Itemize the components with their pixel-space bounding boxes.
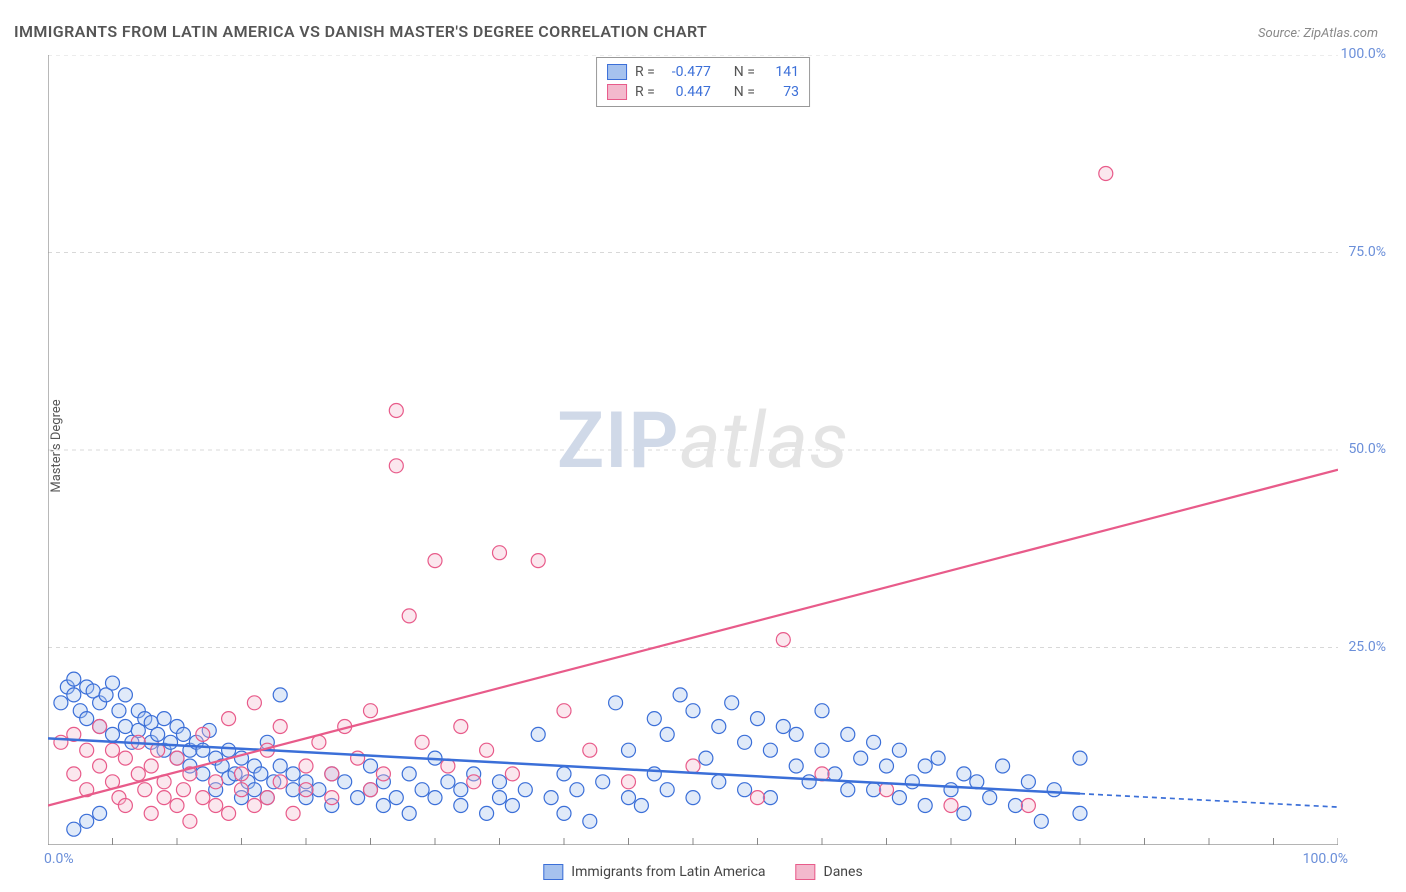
n-label: N =: [734, 84, 755, 100]
r-value: -0.477: [663, 64, 711, 80]
legend-row-danes: R = 0.447 N = 73: [607, 82, 799, 102]
legend-label: Immigrants from Latin America: [571, 864, 765, 880]
y-tick-label: 75.0%: [1348, 244, 1386, 260]
scatter-svg: [48, 55, 1338, 845]
source-name: ZipAtlas.com: [1303, 26, 1378, 41]
chart-plot-area: [48, 55, 1338, 845]
y-tick-label: 25.0%: [1348, 639, 1386, 655]
r-label: R =: [635, 84, 655, 100]
series-legend: Immigrants from Latin America Danes: [543, 864, 862, 880]
legend-swatch: [543, 864, 563, 880]
y-tick-label: 50.0%: [1348, 441, 1386, 457]
y-tick-label: 100.0%: [1341, 46, 1386, 62]
r-label: R =: [635, 64, 655, 80]
chart-title: IMMIGRANTS FROM LATIN AMERICA VS DANISH …: [14, 22, 707, 41]
n-value: 73: [763, 84, 799, 100]
r-value: 0.447: [663, 84, 711, 100]
legend-item-latin: Immigrants from Latin America: [543, 864, 765, 880]
n-value: 141: [763, 64, 799, 80]
source-attribution: Source: ZipAtlas.com: [1258, 26, 1378, 41]
legend-row-latin: R = -0.477 N = 141: [607, 62, 799, 82]
x-tick-label: 0.0%: [44, 851, 74, 867]
legend-swatch: [607, 64, 627, 80]
legend-item-danes: Danes: [796, 864, 863, 880]
source-prefix: Source:: [1258, 26, 1303, 41]
legend-label: Danes: [824, 864, 863, 880]
correlation-legend: R = -0.477 N = 141 R = 0.447 N = 73: [596, 57, 810, 107]
legend-swatch: [796, 864, 816, 880]
legend-swatch: [607, 84, 627, 100]
x-tick-label: 100.0%: [1303, 851, 1348, 867]
n-label: N =: [734, 64, 755, 80]
